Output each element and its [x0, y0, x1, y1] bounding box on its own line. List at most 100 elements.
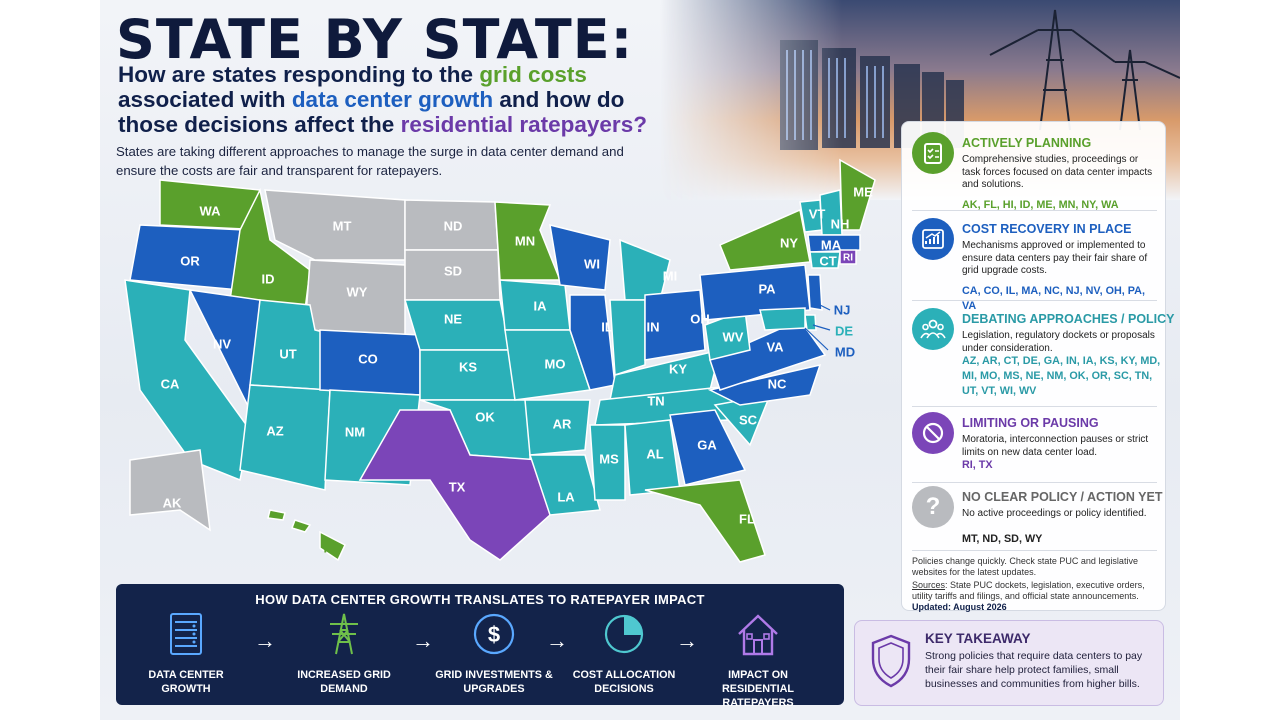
state-KS — [419, 349, 516, 401]
legend-panel: ACTIVELY PLANNING Comprehensive studies,… — [901, 121, 1175, 612]
state-label-VA: VA — [766, 339, 784, 354]
state-label-HI: HI — [324, 540, 337, 555]
state-label-MD: MD — [835, 344, 855, 359]
state-label-WI: WI — [584, 256, 600, 271]
state-label-NC: NC — [768, 376, 787, 391]
pie-chart-icon — [564, 612, 684, 656]
shield-icon — [869, 633, 913, 694]
state-label-KY: KY — [669, 361, 687, 376]
state-label-AK: AK — [163, 495, 182, 510]
state-label-NM: NM — [345, 424, 365, 439]
flow-step: IMPACT ON RESIDENTIAL RATEPAYERS — [698, 612, 818, 710]
state-IL — [569, 294, 616, 391]
state-label-AR: AR — [553, 416, 572, 431]
page-subtitle: How are states responding to the grid co… — [118, 62, 647, 137]
legend-heading: LIMITING OR PAUSING — [962, 416, 1099, 430]
state-label-NJ: NJ — [834, 302, 851, 317]
legend-state-list: CA, CO, IL, MA, NC, NJ, NV, OH, PA, VA — [962, 285, 1145, 312]
house-icon — [698, 612, 818, 656]
legend-description: Comprehensive studies, proceedings or ta… — [962, 154, 1153, 190]
state-label-IA: IA — [534, 298, 548, 313]
state-NJ — [807, 274, 823, 311]
flow-step: COST ALLOCATION DECISIONS — [564, 612, 684, 696]
state-FL — [644, 479, 766, 563]
arrow-right-icon: → — [254, 628, 276, 653]
state-label-AZ: AZ — [266, 423, 283, 438]
legend-state-list: AZ, AR, CT, DE, GA, IN, IA, KS, KY, MD, … — [962, 355, 1161, 397]
state-MN — [494, 201, 562, 281]
legend-sources: Sources: State PUC dockets, legislation,… — [912, 580, 1145, 601]
state-label-OH: OH — [690, 311, 710, 326]
state-NY — [719, 208, 811, 271]
state-WI — [549, 223, 611, 291]
legend-description: Mechanisms approved or implemented to en… — [962, 240, 1148, 276]
state-MS — [589, 424, 626, 501]
state-label-AL: AL — [646, 446, 663, 461]
people-icon — [912, 308, 954, 350]
arrow-right-icon: → — [676, 628, 698, 653]
state-label-MT: MT — [333, 218, 352, 233]
arrow-right-icon: → — [546, 628, 568, 653]
state-label-WY: WY — [347, 284, 368, 299]
page-title: STATE BY STATE: — [116, 8, 634, 71]
state-MT — [264, 189, 406, 261]
state-IN — [609, 299, 646, 377]
state-HI — [267, 509, 346, 562]
state-label-LA: LA — [557, 489, 575, 504]
checklist-icon — [912, 132, 954, 174]
svg-text:$: $ — [488, 622, 500, 647]
state-NC — [707, 363, 822, 406]
state-label-NE: NE — [444, 311, 462, 326]
dollar-icon: $ — [434, 612, 554, 656]
legend-description: Legislation, regulatory dockets or propo… — [962, 330, 1155, 354]
state-label-NH: NH — [831, 216, 850, 231]
legend-state-list: RI, TX — [962, 459, 993, 471]
state-AZ — [239, 384, 331, 491]
state-label-SD: SD — [444, 263, 462, 278]
state-label-SC: SC — [739, 412, 758, 427]
state-label-MN: MN — [515, 233, 535, 248]
infographic-page: STATE BY STATE: How are states respondin… — [100, 0, 1180, 720]
state-label-NV: NV — [213, 336, 231, 351]
state-ME — [839, 158, 876, 231]
legend-updated: Updated: August 2026 — [912, 602, 1007, 612]
flow-step: DATA CENTER GROWTH — [126, 612, 246, 696]
state-label-OK: OK — [475, 409, 495, 424]
arrow-right-icon: → — [412, 628, 434, 653]
state-OH — [644, 289, 706, 361]
state-label-CO: CO — [358, 351, 378, 366]
state-TX — [358, 409, 551, 561]
state-label-CA: CA — [161, 376, 180, 391]
legend-state-list: AK, FL, HI, ID, ME, MN, NY, WA — [962, 199, 1119, 211]
state-label-VT: VT — [809, 206, 826, 221]
state-label-MO: MO — [545, 356, 566, 371]
state-LA — [528, 454, 601, 516]
legend-state-list: MT, ND, SD, WY — [962, 533, 1043, 545]
state-label-CT: CT — [819, 253, 836, 268]
state-label-IL: IL — [601, 319, 613, 334]
state-label-OR: OR — [180, 253, 200, 268]
prohibited-icon — [912, 412, 954, 454]
state-label-DE: DE — [835, 323, 853, 338]
state-label-GA: GA — [697, 437, 717, 452]
flow-step-label: COST ALLOCATION DECISIONS — [572, 669, 676, 695]
legend-note: Policies change quickly. Check state PUC… — [912, 556, 1138, 577]
state-DE — [804, 314, 817, 331]
state-label-ND: ND — [444, 218, 463, 233]
question-icon: ? — [912, 486, 954, 528]
flow-step-label: IMPACT ON RESIDENTIAL RATEPAYERS — [722, 669, 794, 709]
flow-step-label: INCREASED GRID DEMAND — [297, 669, 391, 695]
state-VA — [709, 319, 827, 391]
state-label-UT: UT — [279, 346, 296, 361]
state-AR — [524, 399, 591, 456]
server-rack-icon — [126, 612, 246, 656]
state-AK — [129, 449, 211, 532]
state-label-WA: WA — [200, 203, 222, 218]
state-label-PA: PA — [758, 281, 776, 296]
state-RI — [839, 249, 857, 265]
legend-heading: DEBATING APPROACHES / POLICY — [962, 312, 1175, 326]
impact-flow-panel: HOW DATA CENTER GROWTH TRANSLATES TO RAT… — [116, 584, 844, 709]
legend-description: No active proceedings or policy identifi… — [962, 508, 1147, 519]
state-label-KS: KS — [459, 359, 477, 374]
state-label-ME: ME — [853, 184, 873, 199]
